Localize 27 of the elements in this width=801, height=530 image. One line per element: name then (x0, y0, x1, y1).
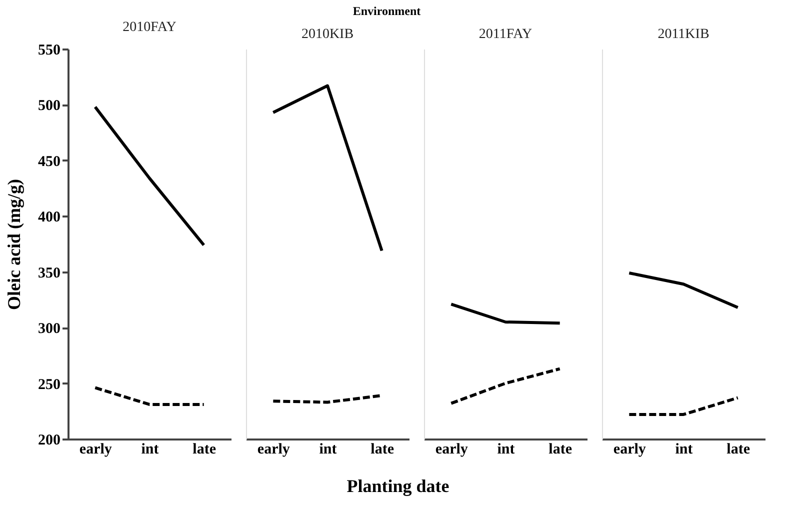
x-tick-label: early (79, 442, 112, 458)
x-tick-label: int (319, 442, 337, 458)
x-tick-label: late (548, 442, 572, 458)
y-tick-label: 450 (38, 154, 60, 170)
chart-title: 2011KIB (658, 27, 710, 42)
chart-title: 2010KIB (301, 27, 354, 42)
x-tick-label: int (497, 442, 515, 458)
x-tick-label: early (613, 442, 646, 458)
y-tick-label: 350 (38, 265, 60, 282)
x-tick-label: late (192, 442, 216, 458)
y-tick-label: 400 (38, 210, 60, 226)
x-tick-label: early (257, 442, 290, 458)
chart-title: 2010FAY (122, 20, 176, 35)
y-axis-title: Oleic acid (mg/g) (4, 179, 24, 310)
y-tick-label: 250 (38, 376, 60, 393)
x-tick-label: late (726, 442, 750, 458)
x-tick-label: early (435, 442, 468, 458)
x-tick-label: int (141, 442, 159, 458)
y-tick-label: 200 (38, 432, 60, 448)
chart-title: 2011FAY (478, 27, 532, 42)
x-tick-label: late (370, 442, 394, 458)
y-tick-label: 300 (38, 321, 60, 338)
y-tick-label: 550 (38, 42, 60, 58)
y-tick-label: 500 (38, 98, 60, 114)
text: Planting date (346, 476, 450, 496)
x-tick-label: int (675, 442, 693, 458)
text: Environment (352, 4, 421, 18)
